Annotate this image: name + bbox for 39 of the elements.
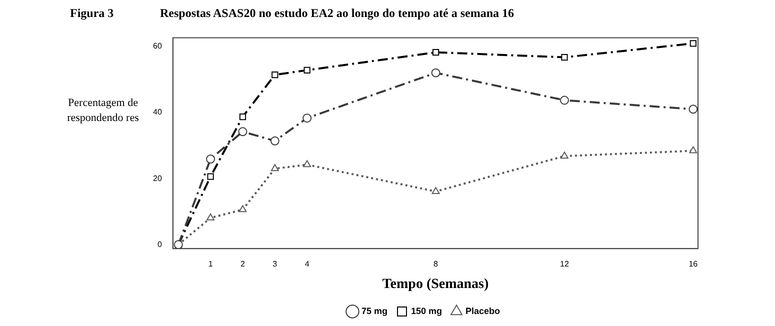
x-tick-label: 8 [434, 260, 439, 269]
y-tick-label: 60 [152, 42, 162, 51]
legend-label: 75 mg [361, 306, 388, 316]
x-tick-label: 2 [240, 260, 246, 269]
y-tick-label: 40 [152, 108, 162, 117]
point [432, 186, 440, 194]
point [270, 164, 279, 172]
point [303, 160, 312, 168]
x-tick-label: 16 [688, 260, 698, 269]
point [304, 66, 310, 74]
point [302, 114, 312, 123]
point [689, 146, 698, 154]
x-tick-label: 12 [560, 260, 570, 269]
x-tick-label: 4 [304, 260, 310, 269]
x-tick-label: 1 [208, 260, 214, 269]
point [560, 152, 568, 159]
point [560, 96, 569, 105]
point [207, 173, 214, 180]
x-tick-label: 3 [272, 260, 278, 269]
y-tick-label: 0 [157, 240, 162, 249]
chart-title: Respostas ASAS20 no estudo EA2 ao longo do tempo até a semana 16 [160, 6, 514, 21]
point [206, 213, 215, 220]
point [272, 71, 278, 78]
legend-label: 150 mg [410, 306, 442, 316]
point [690, 40, 696, 47]
y-axis-title: Percentagem de respondendo res [66, 96, 140, 126]
point [432, 49, 440, 56]
y-tick-label: 20 [152, 174, 162, 183]
legend-label: Placebo [466, 306, 501, 316]
point [238, 205, 247, 212]
text: Figura 3 [70, 6, 114, 21]
point [688, 104, 698, 114]
x-axis-title: Tempo (Semanas) [382, 277, 490, 292]
point [431, 68, 440, 78]
point [206, 154, 216, 164]
point [239, 113, 246, 120]
point [561, 54, 568, 61]
point [270, 136, 280, 146]
point [238, 127, 248, 136]
